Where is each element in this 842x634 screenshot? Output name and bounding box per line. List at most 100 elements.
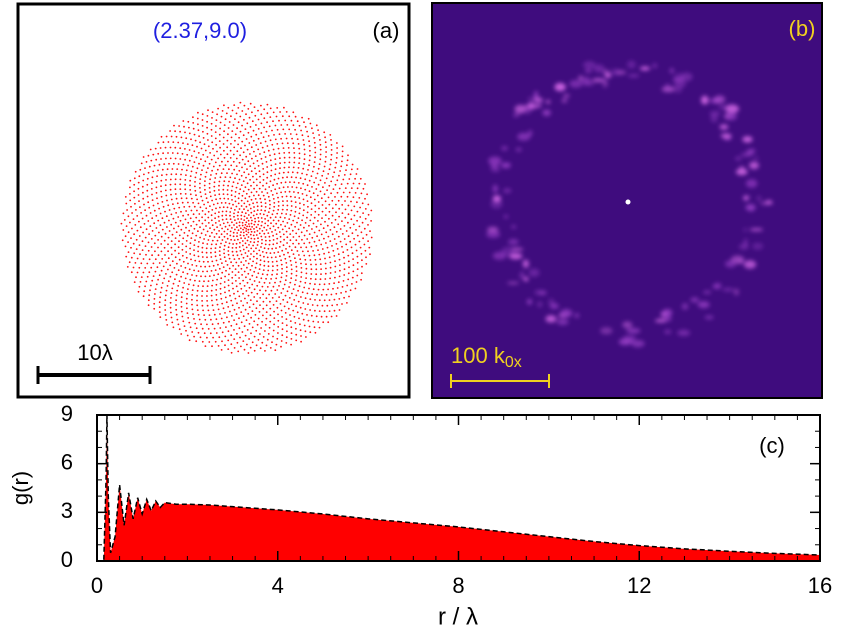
point (167, 280, 170, 283)
point (241, 221, 244, 224)
point (267, 135, 270, 137)
point (281, 208, 284, 211)
point (193, 249, 195, 252)
point (298, 285, 301, 288)
point (311, 170, 314, 173)
point (286, 200, 289, 202)
point (252, 139, 255, 142)
point (272, 184, 274, 187)
point (316, 235, 318, 238)
point (176, 202, 179, 205)
point (225, 301, 228, 304)
point (263, 151, 266, 154)
point (203, 314, 206, 316)
point (170, 292, 173, 294)
point (150, 159, 153, 162)
point (289, 320, 292, 322)
point (234, 268, 237, 270)
point (279, 157, 281, 160)
point (222, 222, 225, 225)
point (227, 306, 230, 308)
point (300, 296, 302, 298)
point (218, 230, 221, 232)
point (240, 267, 243, 270)
point (234, 118, 236, 120)
point (225, 218, 228, 221)
point (315, 315, 318, 318)
point (259, 213, 262, 215)
point (296, 250, 299, 252)
point (279, 235, 282, 238)
point (148, 258, 151, 261)
point (236, 173, 238, 176)
point (302, 209, 305, 212)
point (207, 328, 210, 330)
point (233, 308, 236, 311)
point (317, 249, 319, 252)
point (218, 220, 221, 222)
point (310, 263, 312, 266)
point (144, 245, 147, 248)
speckle (733, 288, 740, 296)
point (295, 339, 298, 342)
point (165, 194, 168, 197)
point (363, 227, 366, 230)
point (240, 218, 243, 220)
point (361, 265, 363, 268)
point (319, 158, 322, 161)
point (242, 244, 244, 247)
point (251, 326, 254, 329)
point (287, 171, 290, 174)
point (232, 235, 235, 238)
point (250, 237, 253, 240)
point (262, 336, 265, 338)
point (240, 321, 243, 324)
point (335, 230, 338, 233)
point (185, 197, 188, 200)
point (265, 229, 268, 231)
point (177, 269, 180, 272)
point (226, 153, 229, 156)
point (240, 345, 242, 348)
point (303, 254, 306, 257)
point (339, 228, 342, 230)
point (165, 261, 168, 264)
point (333, 226, 336, 229)
point (140, 262, 143, 265)
point (245, 227, 248, 230)
speckle (537, 301, 543, 308)
point (161, 258, 164, 260)
point (318, 326, 321, 329)
point (259, 142, 262, 145)
point (282, 244, 285, 247)
point (151, 193, 153, 196)
point (151, 176, 154, 179)
point (261, 242, 263, 245)
point (259, 263, 262, 266)
point (294, 196, 296, 199)
point (211, 345, 213, 348)
point (218, 164, 221, 167)
point (240, 184, 243, 187)
x-tick-label: 12 (627, 573, 651, 598)
point (335, 161, 338, 164)
point (253, 223, 256, 226)
point (208, 341, 211, 343)
point (254, 266, 257, 269)
point (325, 156, 327, 158)
point (195, 216, 198, 219)
point (343, 256, 345, 259)
point (134, 262, 137, 264)
point (295, 186, 298, 189)
scale-bar-label: 10λ (77, 340, 112, 365)
point (303, 324, 306, 327)
point (253, 335, 256, 338)
point (268, 199, 271, 202)
point (160, 286, 163, 289)
point (189, 193, 192, 196)
point (241, 140, 244, 143)
point (247, 219, 250, 222)
point (265, 311, 268, 313)
point (197, 152, 200, 154)
point (333, 309, 336, 312)
